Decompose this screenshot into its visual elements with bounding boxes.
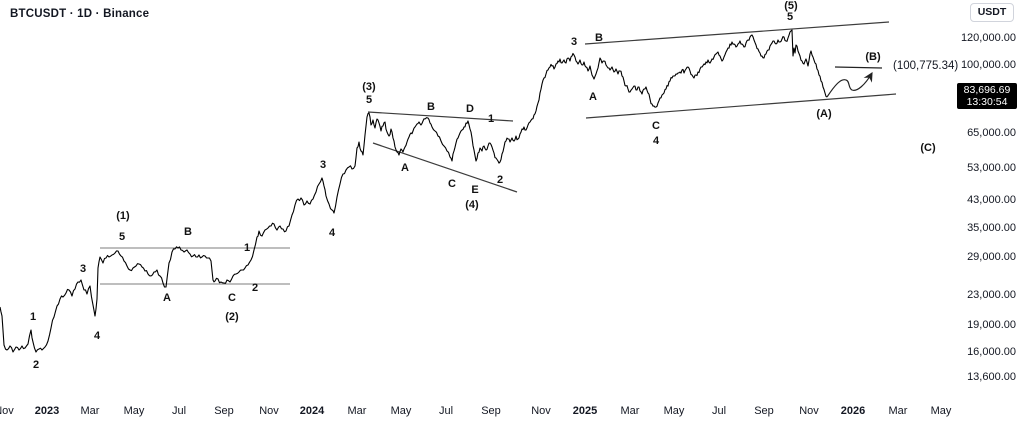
wave-label[interactable]: B [184,226,192,238]
price-axis-label: 19,000.00 [967,319,1016,331]
time-axis-label: 2026 [840,405,866,417]
wave-label[interactable]: 1 [29,311,37,323]
time-axis-label: Jul [438,405,454,417]
wave-label[interactable]: D [466,103,474,115]
wave-label[interactable]: 2 [32,359,40,371]
wave-label[interactable]: 1 [243,242,251,254]
price-series-line [0,29,828,353]
time-axis-label: Jul [711,405,727,417]
wave-label[interactable]: (5) [784,0,798,12]
price-axis-label: 53,000.00 [967,162,1016,174]
wave-label[interactable]: (B) [865,51,881,63]
price-axis-label: 35,000.00 [967,222,1016,234]
time-axis-label: May [930,405,952,417]
wave-label[interactable]: 3 [570,36,578,48]
wave-label[interactable]: (4) [465,199,479,211]
price-axis-label: 65,000.00 [967,127,1016,139]
trendline-drawings[interactable] [100,21,897,285]
time-axis-label: 2023 [34,405,60,417]
wave-label[interactable]: B [427,101,435,113]
time-axis-label: Nov [531,405,551,417]
time-axis-label: Nov [799,405,819,417]
price-axis-label: 43,000.00 [967,194,1016,206]
wave-label[interactable]: (2) [225,311,239,323]
wave-label[interactable]: 2 [496,174,504,186]
time-axis-label: Mar [888,405,908,417]
projection-arrow[interactable] [826,71,873,98]
wave-label[interactable]: A [401,162,409,174]
wave-label[interactable]: A [589,91,597,103]
wave-label[interactable]: (1) [116,210,130,222]
time-axis-label: Sep [754,405,774,417]
price-axis-label: 16,000.00 [967,346,1016,358]
time-axis-label: Jul [171,405,187,417]
wave-label[interactable]: E [471,184,479,196]
wave-label[interactable]: 3 [79,263,87,275]
price-axis[interactable]: 120,000.00 100,000.00 65,000.00 53,000.00 43… [944,0,1024,400]
wave-label[interactable]: (A) [816,108,832,120]
wave-label[interactable]: C [448,178,456,190]
last-price-value: 83,696.69 [963,84,1011,96]
trendline-channel-bottom[interactable] [585,93,897,119]
symbol-title[interactable]: BTCUSDT · 1D · Binance [10,8,150,20]
wave-label[interactable]: 5 [365,94,373,106]
price-axis-label: 29,000.00 [967,251,1016,263]
time-axis-label: Nov [259,405,279,417]
time-axis-label: May [123,405,145,417]
wave-label[interactable]: 4 [652,135,660,147]
price-axis-label: 100,000.00 [960,59,1016,71]
time-axis-label: 2025 [572,405,598,417]
wave-label[interactable]: C [652,120,660,132]
time-axis-label: Nov [0,405,14,417]
trendline-triangle-bottom[interactable] [372,142,518,193]
wave-label[interactable]: C [228,292,236,304]
wave-label[interactable]: B [595,32,603,44]
trendline-wave-b-target-level[interactable] [834,66,883,69]
time-axis-label: Mar [347,405,367,417]
wave-label[interactable]: 2 [251,282,259,294]
wave-label[interactable]: 4 [328,227,336,239]
wave-label[interactable]: (3) [362,81,376,93]
trendline-channel-top[interactable] [584,21,890,45]
currency-toggle-button[interactable]: USDT [970,3,1014,22]
bar-countdown: 13:30:54 [966,96,1008,108]
wave-label[interactable]: 5 [786,11,794,23]
price-axis-label: 13,600.00 [967,371,1016,383]
wave-label[interactable]: A [163,292,171,304]
time-axis-label: May [390,405,412,417]
target-price-label: (100,775.34) [893,60,959,72]
trendline-triangle-top[interactable] [367,111,514,122]
time-axis-label: Sep [481,405,501,417]
time-axis-label: 2024 [299,405,325,417]
time-axis-label: Mar [80,405,100,417]
wave-label[interactable]: 4 [93,330,101,342]
last-price-badge: 83,696.69 13:30:54 [957,83,1017,109]
wave-label[interactable]: (C) [920,142,936,154]
price-axis-label: 120,000.00 [960,32,1016,44]
price-axis-label: 23,000.00 [967,289,1016,301]
wave-label[interactable]: 1 [487,113,495,125]
wave-label[interactable]: 5 [118,231,126,243]
time-axis-label: Mar [620,405,640,417]
time-axis-label: May [663,405,685,417]
time-axis-label: Sep [214,405,234,417]
wave-label[interactable]: 3 [319,159,327,171]
time-axis[interactable]: Nov 2023 Mar May Jul Sep Nov 2024 Mar May Jul Sep No… [0,402,1024,424]
